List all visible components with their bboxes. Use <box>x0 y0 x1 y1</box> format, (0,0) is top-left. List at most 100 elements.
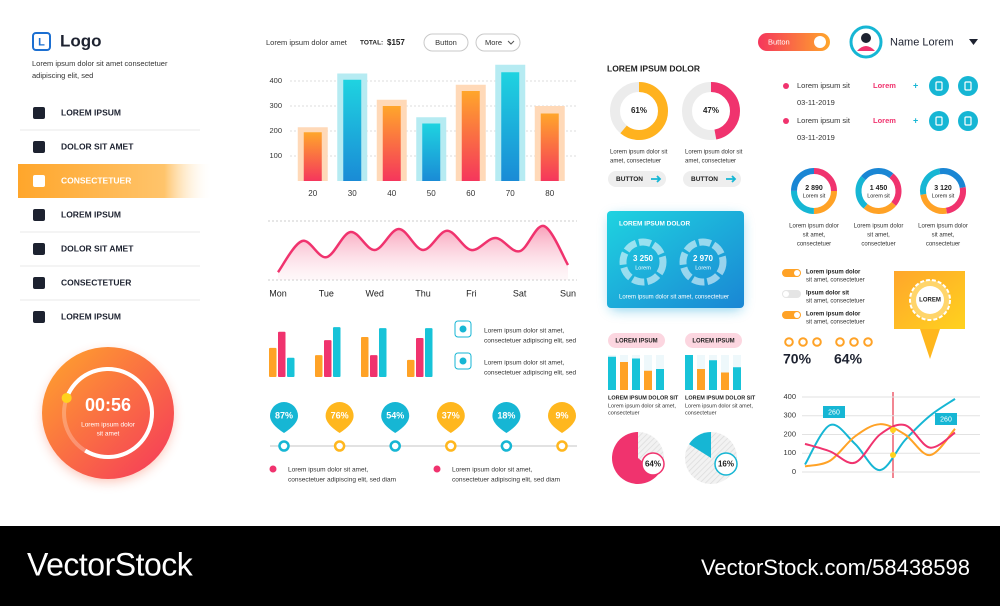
menu-icon <box>33 209 45 221</box>
pin-label: 18% <box>497 410 515 420</box>
timer-face <box>42 347 174 479</box>
card-title: LOREM IPSUM DOLOR <box>619 221 690 228</box>
event-plus: + <box>913 115 918 125</box>
icon-button[interactable] <box>929 111 949 131</box>
bar <box>278 331 286 377</box>
ring-segment <box>791 168 837 214</box>
toggle-title: Lorem ipsum dolor <box>806 270 861 276</box>
logo-icon <box>32 32 51 51</box>
button[interactable] <box>475 33 521 52</box>
x-tick-label: 60 <box>466 189 475 198</box>
timer-knob <box>61 392 72 403</box>
button-label[interactable]: Button <box>768 37 790 46</box>
event-dot <box>783 83 789 89</box>
user-name[interactable]: Name Lorem <box>890 36 954 48</box>
ring-caption: Lorem <box>695 265 711 271</box>
toggle-knob <box>814 36 826 48</box>
event-plus: + <box>913 80 918 90</box>
icon-button[interactable] <box>958 111 978 131</box>
bar <box>733 367 741 390</box>
bar <box>461 91 480 181</box>
button-label[interactable]: More <box>485 38 502 47</box>
card-caption: Lorem ipsum dolor sit amet, consectetuer <box>619 295 729 301</box>
ring-caption: consectetuer <box>861 242 895 248</box>
y-tick-label: 300 <box>269 101 282 110</box>
ring-segment <box>920 168 966 214</box>
pin-label: 76% <box>331 410 349 420</box>
menu-item[interactable]: DOLOR SIT AMET <box>61 141 134 151</box>
dropdown[interactable] <box>969 39 978 45</box>
cursor-dot <box>890 427 896 433</box>
mini-caption: Lorem ipsum dolor sit amet, <box>685 403 753 409</box>
menu-icon <box>33 243 45 255</box>
event-tag: Lorem <box>873 81 896 90</box>
ring-label: Lorem sit <box>932 193 955 199</box>
callout-label: 260 <box>828 409 840 416</box>
button[interactable] <box>423 33 469 52</box>
switch-knob <box>794 270 800 276</box>
x-tick-label: Fri <box>466 288 477 298</box>
button[interactable] <box>608 171 666 187</box>
description: Lorem ipsum dolor sit amet consectetuer <box>32 59 168 68</box>
button[interactable] <box>683 171 741 187</box>
toggle-button[interactable] <box>758 33 830 51</box>
callout <box>935 413 957 425</box>
bar <box>422 123 441 181</box>
chevron <box>507 40 515 45</box>
menu-item[interactable]: LOREM IPSUM <box>61 311 121 321</box>
x-tick-label: 40 <box>387 189 396 198</box>
icon-glyph <box>935 116 943 126</box>
ring-segment <box>920 168 966 214</box>
toggle-title: Lorem ipsum dolor <box>806 312 861 318</box>
pie-label: 16% <box>718 460 734 469</box>
bar <box>333 327 341 377</box>
footer-band <box>0 526 1000 606</box>
menu-item[interactable]: DOLOR SIT AMET <box>61 243 134 253</box>
donut-arc <box>682 82 740 140</box>
pin <box>325 402 354 433</box>
event-tag: Lorem <box>873 116 896 125</box>
menu-icon <box>33 175 45 187</box>
pin <box>270 402 298 433</box>
menu-item[interactable]: CONSECTETUER <box>61 175 131 185</box>
stat-value: 64% <box>834 351 863 367</box>
bar <box>608 356 616 390</box>
toggle-title: Ipsum dolor sit <box>806 291 849 297</box>
x-tick-label: Tue <box>319 288 334 298</box>
y-tick-label: 300 <box>783 411 796 420</box>
menu-icon <box>33 311 45 323</box>
bar <box>343 79 362 181</box>
ring-segment <box>791 168 837 214</box>
mini-caption: consectetuer <box>608 410 640 416</box>
avatar-body <box>857 46 875 51</box>
ring-segment <box>855 168 902 214</box>
note-text: Lorem ipsum dolor sit amet, <box>484 360 564 367</box>
note-text: consectetuer adipiscing elit, sed <box>484 370 577 377</box>
ring-caption: consectetuer <box>797 242 831 248</box>
icon-button[interactable] <box>958 76 978 96</box>
bar <box>382 106 401 181</box>
pin-dot <box>389 440 401 452</box>
timer-caption: sit amet <box>97 431 120 438</box>
toggle-text: sit amet, consectetuer <box>806 320 865 326</box>
icon-glyph <box>964 81 972 91</box>
menu-item[interactable]: LOREM IPSUM <box>61 107 121 117</box>
icon-button[interactable] <box>929 76 949 96</box>
arrow <box>651 175 662 183</box>
menu-item[interactable]: CONSECTETUER <box>61 277 131 287</box>
note-text: Lorem ipsum dolor sit amet, <box>484 328 564 335</box>
menu-item[interactable]: LOREM IPSUM <box>61 209 121 219</box>
mini-title: LOREM IPSUM DOLOR SIT <box>608 395 679 401</box>
bar <box>697 369 705 390</box>
button-label[interactable]: Button <box>435 38 457 47</box>
x-tick-label: 50 <box>427 189 436 198</box>
button-label[interactable]: BUTTON <box>691 176 718 183</box>
ring-caption: Lorem ipsum dolor <box>789 224 839 230</box>
legend-text: consectetuer adipiscing elit, sed diam <box>452 477 560 484</box>
button-label[interactable]: BUTTON <box>616 176 643 183</box>
x-tick-label: 80 <box>545 189 554 198</box>
bar <box>656 369 664 390</box>
legend-text: Lorem ipsum dolor sit amet, <box>452 467 532 474</box>
pin <box>548 402 576 433</box>
